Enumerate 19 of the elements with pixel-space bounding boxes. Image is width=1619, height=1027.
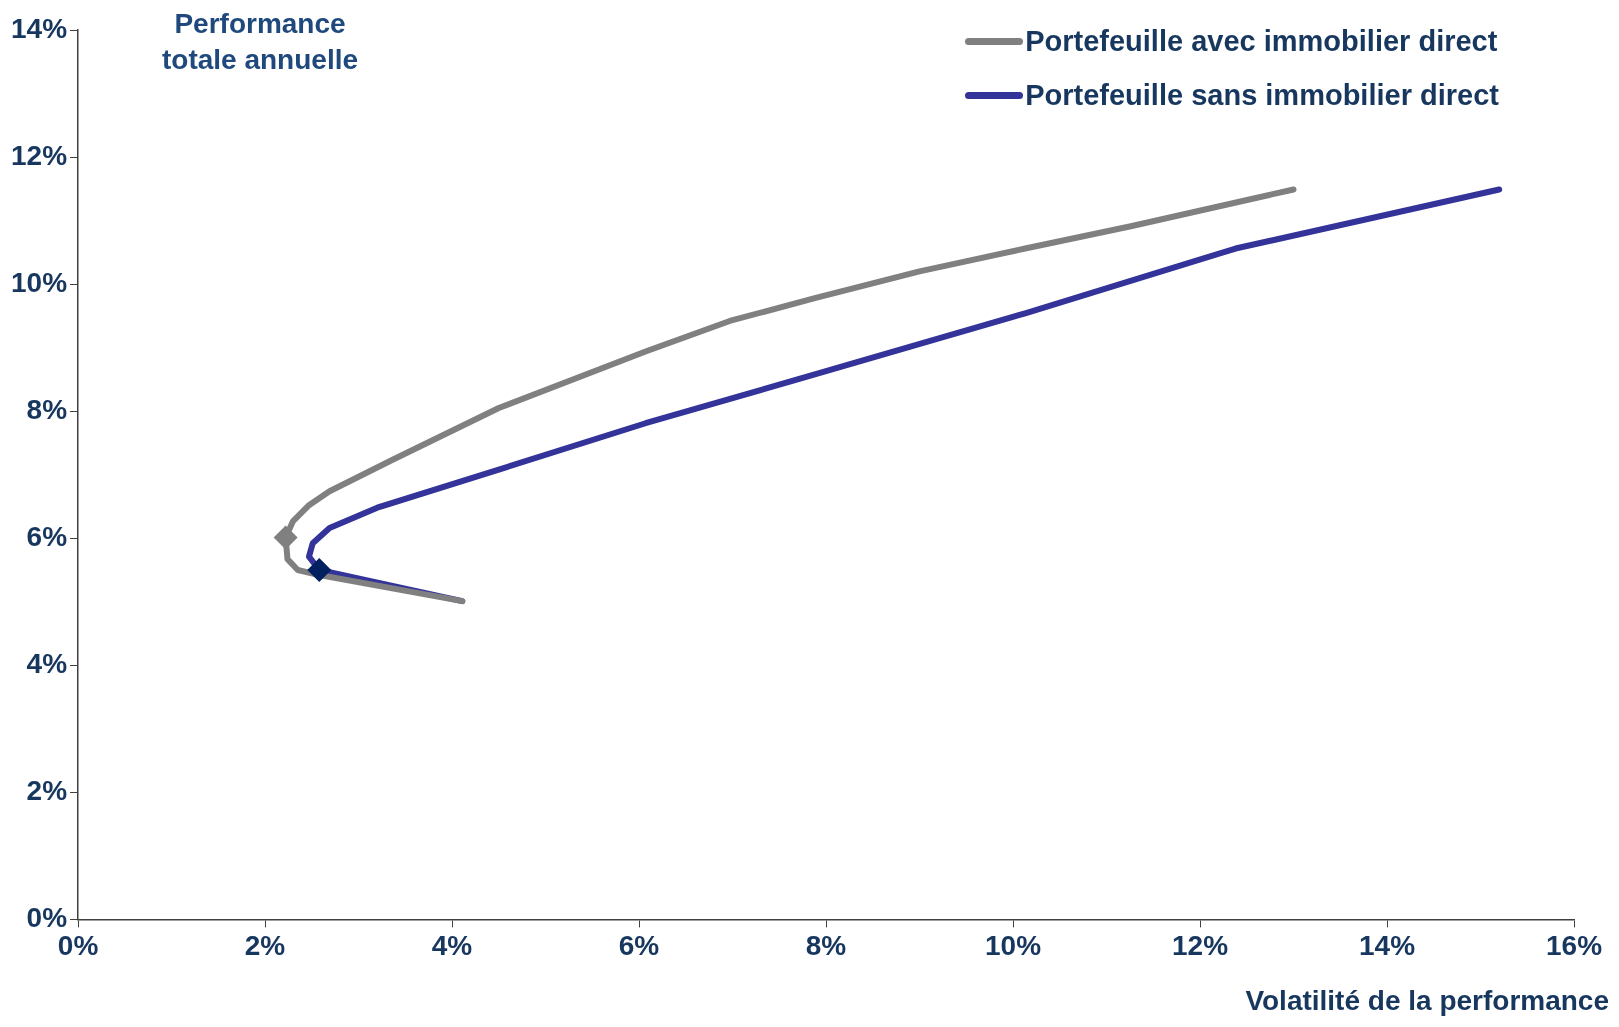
- y-tick-label: 4%: [26, 648, 68, 679]
- x-tick-label: 2%: [244, 929, 286, 961]
- y-axis-title: Performance totale annuelle: [160, 7, 359, 77]
- x-axis-title: Volatilité de la performance: [1245, 985, 1609, 1017]
- legend-label: Portefeuille avec immobilier direct: [1025, 24, 1498, 58]
- x-tick-label: 6%: [618, 929, 660, 961]
- x-tick-label: 8%: [805, 929, 847, 961]
- y-tick-label: 2%: [26, 775, 68, 807]
- y-tick-label: 14%: [10, 12, 68, 44]
- x-tick-label: 10%: [984, 929, 1042, 961]
- x-tick-label: 16%: [1545, 929, 1603, 961]
- x-tick-label: 4%: [431, 929, 473, 961]
- legend-label: Portefeuille sans immobilier direct: [1025, 78, 1499, 112]
- y-tick-label: 6%: [26, 520, 68, 552]
- y-tick-label: 12%: [10, 139, 68, 171]
- x-tick-label: 12%: [1171, 929, 1229, 961]
- y-tick-label: 8%: [26, 393, 68, 425]
- y-tick-label: 10%: [10, 266, 68, 298]
- x-tick-label: 14%: [1358, 929, 1416, 961]
